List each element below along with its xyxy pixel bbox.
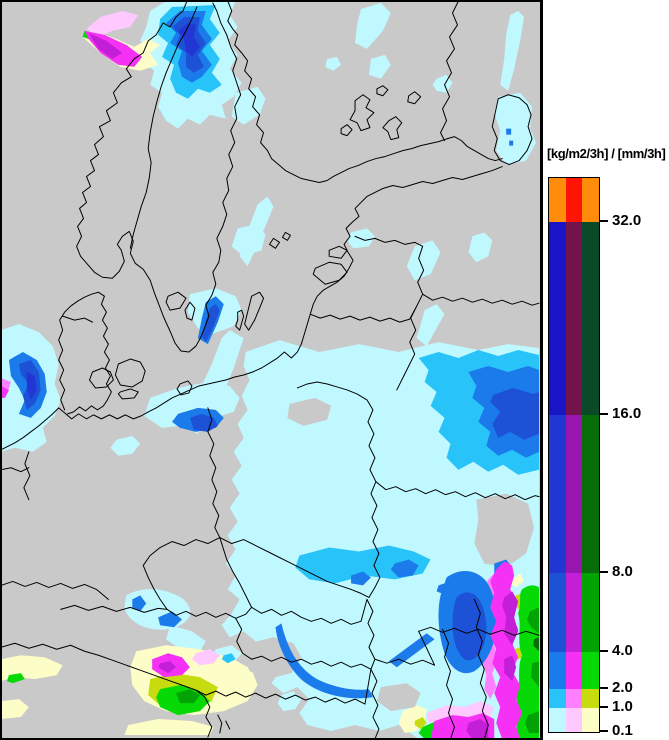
legend-cell-rain [549, 652, 566, 689]
tick-mark [600, 706, 608, 708]
tick-mark [600, 730, 608, 732]
tick-mark [600, 687, 608, 689]
precip-veryheavy-snow-layer [176, 607, 540, 734]
legend-cell-mixed [565, 415, 583, 573]
tick-label: 8.0 [612, 563, 633, 580]
map-frame [1, 1, 541, 739]
legend-cell-mixed [565, 652, 583, 689]
precip-intense-rain-layer [26, 22, 200, 400]
legend-segment-4-8 [549, 573, 600, 652]
precip-intense-snow-layer [533, 637, 540, 652]
legend-cell-snow [582, 708, 600, 732]
legend-cell-rain [549, 689, 566, 708]
tick-label: 2.0 [612, 679, 633, 696]
legend-cell-rain [549, 178, 566, 222]
legend: [kg/m2/3h] / [mm/3h] [543, 0, 669, 740]
weather-map [0, 0, 543, 740]
map-graphic [1, 1, 541, 739]
legend-cell-rain [549, 573, 566, 652]
legend-cell-snow [582, 222, 600, 415]
tick-mark [600, 571, 608, 573]
legend-title: [kg/m2/3h] / [mm/3h] [547, 146, 666, 161]
tick-mark [600, 650, 608, 652]
tick-mark [600, 220, 608, 222]
legend-cell-mixed [565, 708, 583, 732]
legend-segment-01-1 [549, 708, 600, 732]
tick-mark [600, 413, 608, 415]
tick-label: 16.0 [612, 405, 642, 422]
legend-segment-8-16 [549, 415, 600, 573]
legend-segment-1-2 [549, 689, 600, 708]
legend-cell-mixed [565, 689, 583, 708]
legend-cell-snow [582, 573, 600, 652]
legend-cell-rain [549, 222, 566, 415]
legend-segment-2-4 [549, 652, 600, 689]
legend-cell-rain [549, 708, 566, 732]
tick-label: 4.0 [612, 642, 633, 659]
legend-cell-mixed [565, 222, 583, 415]
legend-segment-above-32 [549, 178, 600, 222]
legend-cell-snow [582, 178, 600, 222]
legend-cell-mixed [565, 573, 583, 652]
legend-cell-snow [582, 652, 600, 689]
legend-cell-snow [582, 415, 600, 573]
legend-cell-mixed [565, 178, 583, 222]
legend-cell-rain [549, 415, 566, 573]
coastlines-borders-layer [1, 1, 540, 739]
tick-label: 32.0 [612, 212, 642, 229]
legend-segment-16-32 [549, 222, 600, 415]
legend-colorbar [548, 177, 600, 733]
tick-label: 1.0 [612, 698, 633, 715]
tick-label: 0.1 [612, 722, 633, 739]
legend-cell-snow [582, 689, 600, 708]
